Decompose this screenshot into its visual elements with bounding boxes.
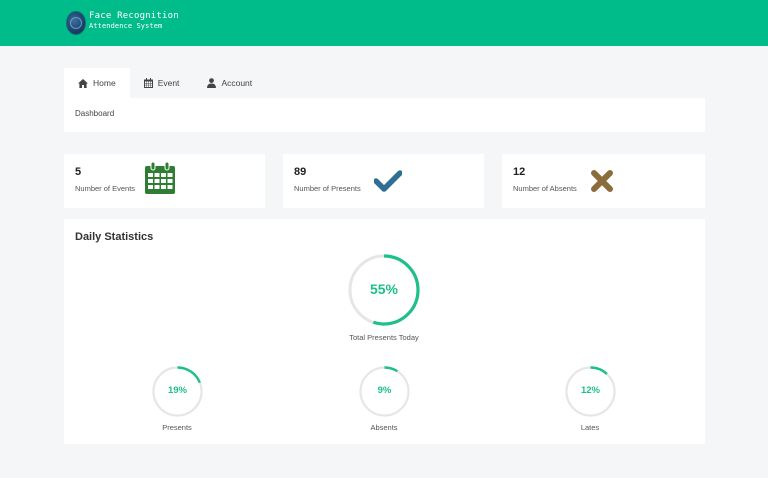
app-title-line2: Attendence System <box>89 22 163 30</box>
user-icon <box>207 78 217 88</box>
presents-card: 89 Number of Presents <box>283 154 484 208</box>
presents-percent: 19% <box>167 385 187 396</box>
calendar-icon <box>145 162 175 194</box>
presents-count: 89 <box>294 166 307 178</box>
x-icon <box>591 170 613 192</box>
progress-ring <box>152 366 203 417</box>
lates-percent: 12% <box>580 385 600 396</box>
presents-ring-label: Presents <box>162 423 192 432</box>
tab-event[interactable]: Event <box>130 68 194 98</box>
progress-ring <box>348 254 420 326</box>
absents-count: 12 <box>513 166 526 178</box>
lates-ring: 12% <box>565 366 616 417</box>
lates-ring-label: Lates <box>580 423 600 432</box>
progress-ring <box>565 366 616 417</box>
presents-label: Number of Presents <box>294 184 361 193</box>
absents-label: Number of Absents <box>513 184 577 193</box>
absents-ring-label: Absents <box>370 423 398 432</box>
tab-home-label: Home <box>93 78 116 88</box>
absents-percent: 9% <box>377 385 392 396</box>
tab-event-label: Event <box>157 78 180 88</box>
total-presents-ring: 55% <box>347 253 421 327</box>
nav-tabs: Home Event Account <box>64 68 266 98</box>
events-label: Number of Events <box>75 184 136 193</box>
progress-ring <box>359 366 410 417</box>
breadcrumb: Dashboard <box>64 98 705 132</box>
daily-statistics-panel: Daily Statistics 55% Total Presents Toda… <box>64 219 705 444</box>
face-logo-icon <box>66 11 86 35</box>
home-icon <box>78 78 88 88</box>
calendar-icon <box>143 78 153 88</box>
absents-card: 12 Number of Absents <box>502 154 705 208</box>
total-presents-label: Total Presents Today <box>349 333 419 342</box>
tab-account-label: Account <box>221 78 253 88</box>
top-bar: Face Recognition Attendence System <box>0 0 768 46</box>
app-title: Face Recognition Attendence System <box>89 12 179 30</box>
events-count: 5 <box>75 166 82 178</box>
check-icon <box>374 170 402 192</box>
tab-home[interactable]: Home <box>64 68 130 98</box>
daily-statistics-title: Daily Statistics <box>75 231 154 243</box>
tab-account[interactable]: Account <box>193 68 266 98</box>
events-card: 5 Number of Events <box>64 154 265 208</box>
presents-ring: 19% <box>152 366 203 417</box>
absents-ring: 9% <box>359 366 410 417</box>
app-title-line1: Face Recognition <box>89 11 179 21</box>
total-presents-percent: 55% <box>369 281 399 297</box>
breadcrumb-dashboard: Dashboard <box>75 109 115 118</box>
